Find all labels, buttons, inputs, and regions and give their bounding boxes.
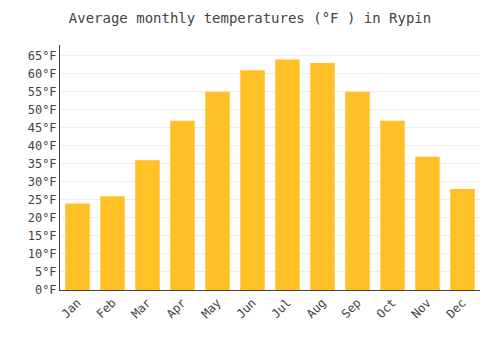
svg-text:Apr: Apr bbox=[164, 296, 189, 321]
svg-text:40°F: 40°F bbox=[28, 139, 57, 153]
svg-text:0°F: 0°F bbox=[35, 283, 57, 297]
svg-text:Mar: Mar bbox=[129, 296, 154, 321]
svg-text:Sep: Sep bbox=[339, 296, 364, 321]
svg-text:Jun: Jun bbox=[234, 296, 259, 321]
svg-text:15°F: 15°F bbox=[28, 229, 57, 243]
svg-text:Jan: Jan bbox=[59, 296, 84, 321]
svg-text:55°F: 55°F bbox=[28, 85, 57, 99]
svg-text:25°F: 25°F bbox=[28, 193, 57, 207]
svg-text:Nov: Nov bbox=[409, 296, 434, 321]
svg-text:10°F: 10°F bbox=[28, 247, 57, 261]
svg-text:Aug: Aug bbox=[304, 296, 329, 321]
svg-text:65°F: 65°F bbox=[28, 49, 57, 63]
svg-text:35°F: 35°F bbox=[28, 157, 57, 171]
svg-text:Feb: Feb bbox=[94, 296, 119, 321]
svg-text:5°F: 5°F bbox=[35, 265, 57, 279]
svg-text:60°F: 60°F bbox=[28, 67, 57, 81]
svg-text:Average monthly temperatures (: Average monthly temperatures (°F ) in Ry… bbox=[69, 10, 431, 26]
svg-text:Dec: Dec bbox=[444, 296, 469, 321]
svg-text:Oct: Oct bbox=[374, 296, 399, 321]
svg-text:30°F: 30°F bbox=[28, 175, 57, 189]
svg-text:Jul: Jul bbox=[269, 296, 294, 321]
svg-text:45°F: 45°F bbox=[28, 121, 57, 135]
svg-text:May: May bbox=[199, 296, 224, 321]
svg-text:50°F: 50°F bbox=[28, 103, 57, 117]
svg-text:20°F: 20°F bbox=[28, 211, 57, 225]
